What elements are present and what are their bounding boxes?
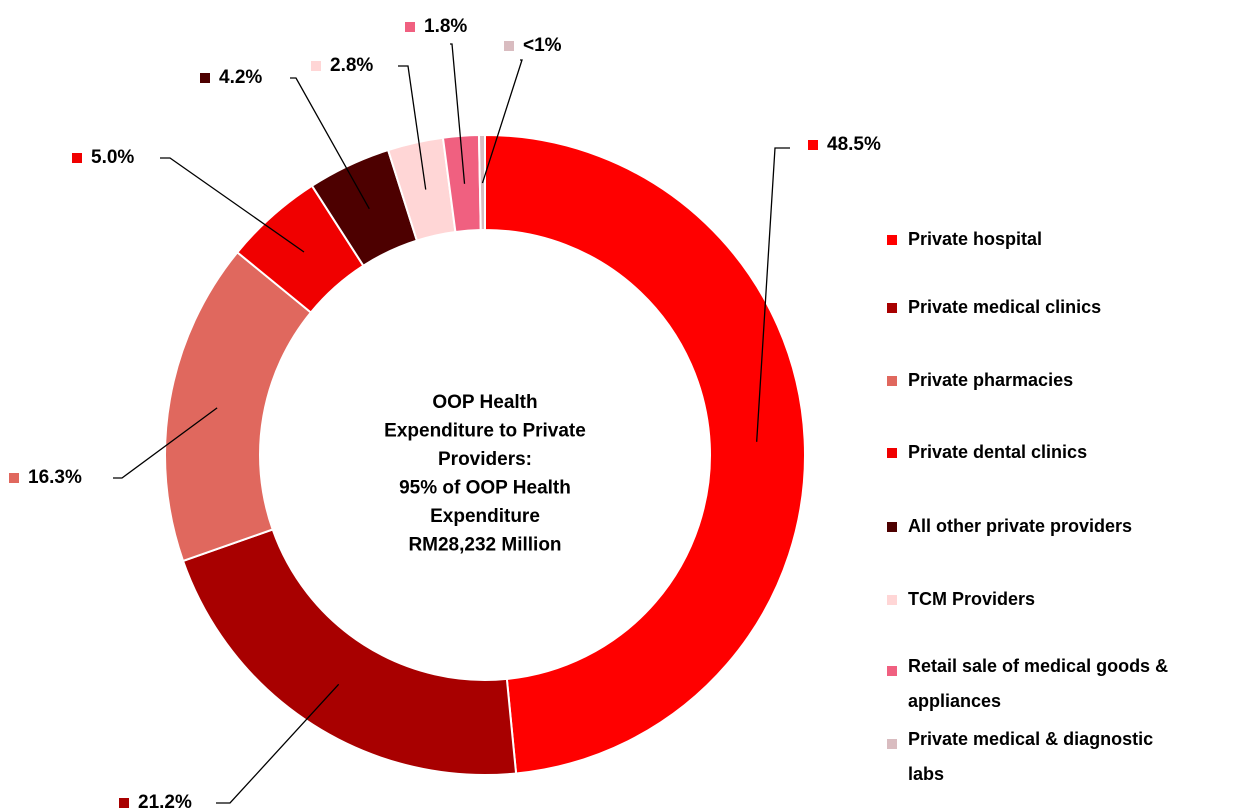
legend-swatch [887, 739, 897, 749]
leader-line [290, 77, 370, 210]
data-label: 4.2% [219, 67, 262, 88]
data-label: <1% [523, 35, 562, 56]
label-swatch [311, 61, 321, 71]
legend-swatch [887, 666, 897, 676]
legend-label: All other private providers [908, 516, 1132, 536]
data-label: 2.8% [330, 55, 373, 76]
legend-swatch [887, 595, 897, 605]
center-text: OOP Health [432, 392, 537, 413]
donut-segment [181, 528, 518, 776]
label-swatch [9, 473, 19, 483]
center-text: RM28,232 Million [408, 535, 561, 556]
legend-label: Private medical clinics [908, 297, 1101, 317]
label-swatch [72, 153, 82, 163]
legend-swatch [887, 448, 897, 458]
data-label: 48.5% [827, 134, 881, 155]
label-swatch [200, 73, 210, 83]
leader-line [481, 59, 523, 184]
data-label: 16.3% [28, 467, 82, 488]
leader-line [113, 407, 218, 479]
legend-label: Private pharmacies [908, 370, 1073, 390]
data-label: 1.8% [424, 16, 467, 37]
center-text: Providers: [438, 449, 532, 470]
center-text: 95% of OOP Health [399, 478, 571, 499]
legend-swatch [887, 235, 897, 245]
legend-label: Retail sale of medical goods & appliances [908, 656, 1168, 711]
leader-line [756, 147, 790, 442]
data-label: 5.0% [91, 147, 134, 168]
legend-label: Private dental clinics [908, 442, 1087, 462]
leader-line [450, 43, 466, 184]
label-swatch [504, 41, 514, 51]
legend-label: Private medical & diagnostic labs [908, 729, 1153, 784]
label-swatch [808, 140, 818, 150]
donut-segment [164, 250, 313, 563]
legend-label-line: labs [908, 764, 944, 784]
label-swatch [405, 22, 415, 32]
center-text: Expenditure to Private [384, 421, 586, 442]
donut-segment [484, 133, 807, 775]
leader-line [216, 683, 340, 804]
legend-label: TCM Providers [908, 589, 1035, 609]
legend-label-line: appliances [908, 691, 1001, 711]
legend-label-line: Private medical & diagnostic [908, 729, 1153, 749]
leader-line [398, 65, 427, 190]
center-text: Expenditure [430, 506, 540, 527]
legend-swatch [887, 376, 897, 386]
legend-swatch [887, 303, 897, 313]
leader-line [160, 157, 305, 253]
data-label: 21.2% [138, 792, 192, 811]
legend-label: Private hospital [908, 229, 1042, 249]
label-swatch [119, 798, 129, 808]
legend-swatch [887, 522, 897, 532]
legend-label-line: Retail sale of medical goods & [908, 656, 1168, 676]
